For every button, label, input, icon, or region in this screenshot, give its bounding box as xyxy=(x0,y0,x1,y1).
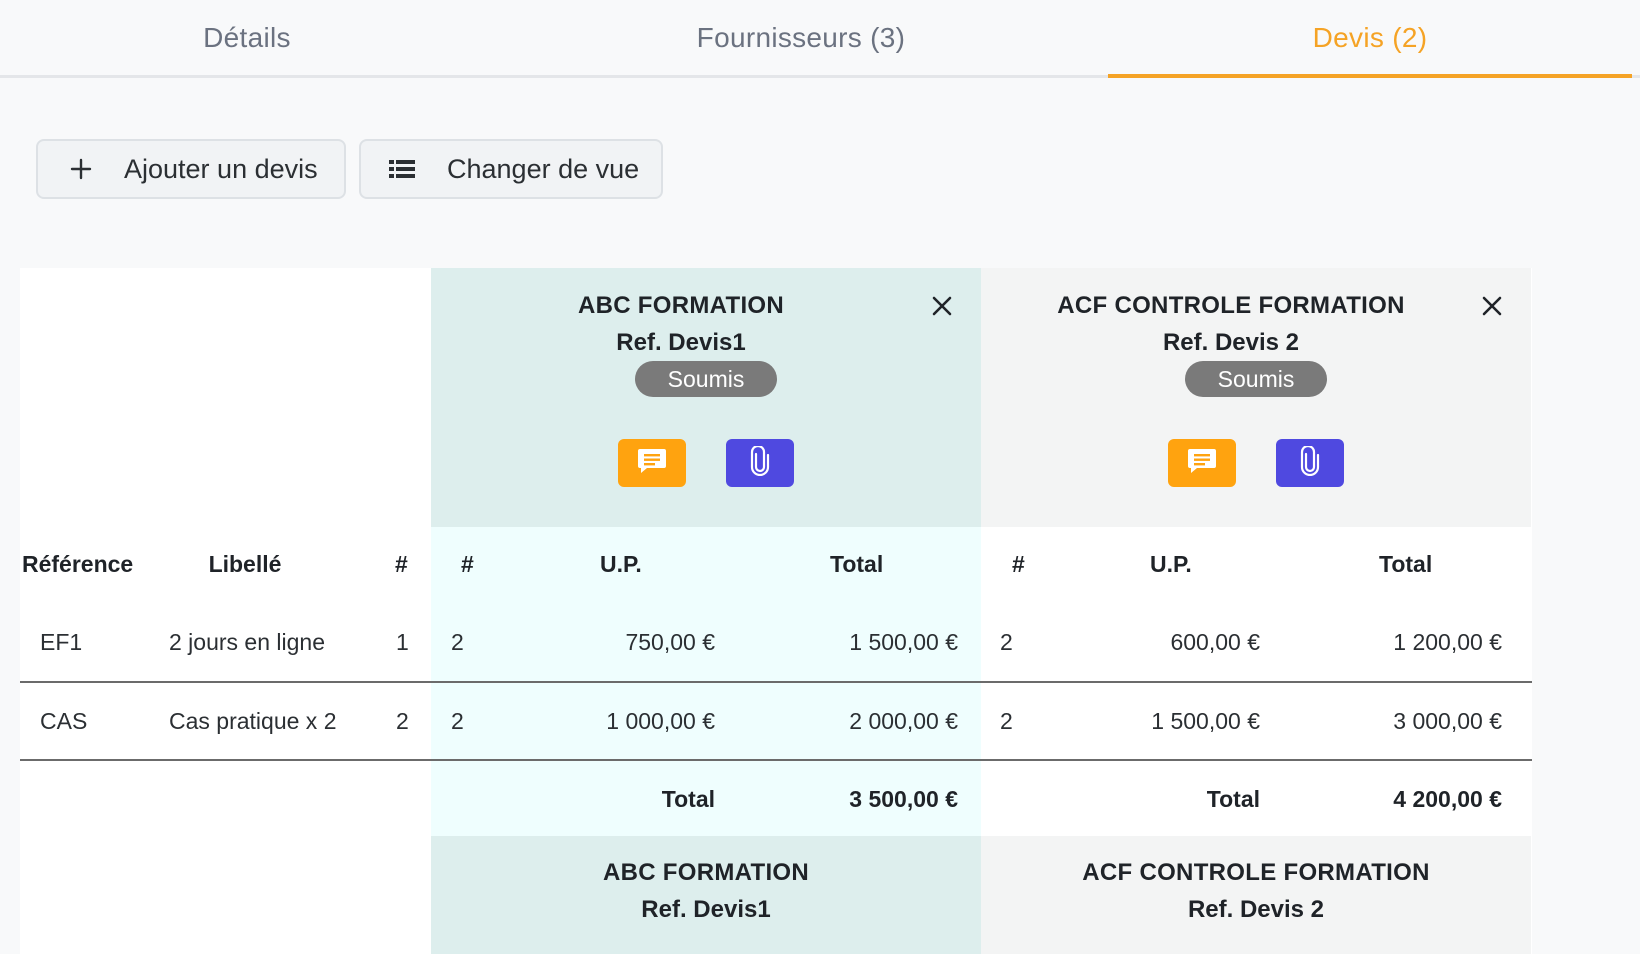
quote-2-ref: Ref. Devis 2 xyxy=(1162,329,1300,356)
row-2-qty: 2 xyxy=(396,708,409,734)
quote-1-footer-ref: Ref. Devis1 xyxy=(641,896,771,923)
quote-2-attachment-button[interactable] xyxy=(1276,439,1344,487)
quote-1-row-1-unit-price: 750,00 € xyxy=(625,629,715,655)
paperclip-icon xyxy=(1300,444,1320,481)
quote-2-row-2-qty: 2 xyxy=(1000,708,1013,734)
row-1-reference: EF1 xyxy=(40,629,83,655)
quote-2-status-badge: Soumis xyxy=(1185,361,1327,397)
add-quote-label: Ajouter un devis xyxy=(124,153,318,184)
tab-suppliers[interactable]: Fournisseurs (3) xyxy=(696,21,906,53)
quote-1-close-icon[interactable] xyxy=(928,292,956,320)
list-icon xyxy=(387,154,417,184)
tab-details[interactable]: Détails xyxy=(203,21,291,53)
header-label: Libellé xyxy=(208,551,282,577)
header-reference: Référence xyxy=(22,551,134,577)
quote-2-supplier: ACF CONTROLE FORMATION xyxy=(1057,292,1405,319)
quote-1-ref: Ref. Devis1 xyxy=(616,329,746,356)
quote-2-footer: ACF CONTROLE FORMATION Ref. Devis 2 xyxy=(981,836,1531,954)
comment-icon xyxy=(637,447,667,480)
quote-2-header: ACF CONTROLE FORMATION Ref. Devis 2 Soum… xyxy=(981,268,1531,527)
quote-2-row-2-total: 3 000,00 € xyxy=(1393,708,1502,734)
quote-1-footer-supplier: ABC FORMATION xyxy=(602,859,810,886)
quote-1-total-label: Total xyxy=(661,786,715,812)
row-1-qty: 1 xyxy=(396,629,409,655)
quote-2-header-unit-price: U.P. xyxy=(1150,551,1192,577)
quote-2-header-total: Total xyxy=(1379,551,1433,577)
row-divider xyxy=(20,759,1532,761)
quote-2-footer-supplier: ACF CONTROLE FORMATION xyxy=(1082,859,1430,886)
quote-1-header: ABC FORMATION Ref. Devis1 Soumis xyxy=(431,268,981,527)
quote-1-header-total: Total xyxy=(830,551,884,577)
comment-icon xyxy=(1187,447,1217,480)
quote-2-total-value: 4 200,00 € xyxy=(1393,786,1502,812)
quote-1-supplier: ABC FORMATION xyxy=(577,292,785,319)
add-quote-button[interactable]: Ajouter un devis xyxy=(36,139,346,199)
quote-2-row-1-total: 1 200,00 € xyxy=(1393,629,1502,655)
row-2-reference: CAS xyxy=(40,708,88,734)
quote-card-header-2 xyxy=(981,268,1531,527)
quote-1-attachment-button[interactable] xyxy=(726,439,794,487)
quote-1-total-value: 3 500,00 € xyxy=(849,786,958,812)
quote-2-row-2-unit-price: 1 500,00 € xyxy=(1151,708,1260,734)
plus-icon xyxy=(66,154,96,184)
quote-1-row-2-total: 2 000,00 € xyxy=(849,708,958,734)
quote-1-header-unit-price: U.P. xyxy=(600,551,642,577)
quote-2-row-1-qty: 2 xyxy=(1000,629,1013,655)
row-2-label: Cas pratique x 2 xyxy=(169,708,337,734)
row-divider xyxy=(20,681,1532,683)
paperclip-icon xyxy=(750,444,770,481)
quote-2-close-icon[interactable] xyxy=(1478,292,1506,320)
tab-bar: Détails Fournisseurs (3) Devis (2) xyxy=(0,0,1640,78)
quote-1-row-1-qty: 2 xyxy=(451,629,464,655)
quote-2-footer-ref: Ref. Devis 2 xyxy=(1187,896,1325,923)
row-1-label: 2 jours en ligne xyxy=(169,629,325,655)
quote-2-total-label: Total xyxy=(1206,786,1260,812)
quote-1-row-1-total: 1 500,00 € xyxy=(849,629,958,655)
change-view-label: Changer de vue xyxy=(447,153,640,184)
header-qty: # xyxy=(395,551,408,577)
quote-2-row-1-unit-price: 600,00 € xyxy=(1170,629,1260,655)
quote-1-status-badge: Soumis xyxy=(635,361,777,397)
quote-1-comment-button[interactable] xyxy=(618,439,686,487)
quote-2-header-qty: # xyxy=(1012,551,1025,577)
quote-comparison-table: ABC FORMATION Ref. Devis1 Soumis ACF CON… xyxy=(20,268,1532,954)
change-view-button[interactable]: Changer de vue xyxy=(359,139,663,199)
quote-1-row-2-unit-price: 1 000,00 € xyxy=(606,708,715,734)
quote-2-comment-button[interactable] xyxy=(1168,439,1236,487)
quote-card-header-1 xyxy=(431,268,981,527)
quote-1-header-qty: # xyxy=(461,551,474,577)
quote-1-footer: ABC FORMATION Ref. Devis1 xyxy=(431,836,981,954)
quote-1-row-2-qty: 2 xyxy=(451,708,464,734)
tab-quotes[interactable]: Devis (2) xyxy=(1108,0,1632,78)
